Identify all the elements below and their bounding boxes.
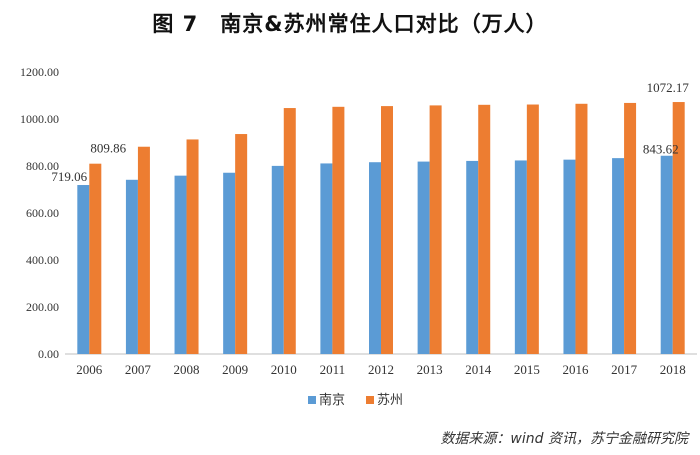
legend-label: 苏州 bbox=[377, 392, 403, 408]
bar-suzhou-2010 bbox=[283, 108, 296, 354]
x-tick-label: 2006 bbox=[76, 362, 103, 377]
data-label: 809.86 bbox=[90, 141, 126, 156]
data-label: 1072.17 bbox=[647, 80, 690, 95]
bar-nanjing-2018 bbox=[660, 155, 673, 354]
legend-label: 南京 bbox=[319, 392, 345, 408]
bar-suzhou-2014 bbox=[478, 104, 491, 354]
x-tick-label: 2017 bbox=[611, 362, 638, 377]
y-tick-label: 800.00 bbox=[26, 159, 59, 173]
legend-swatch bbox=[308, 396, 316, 404]
bar-suzhou-2006 bbox=[89, 163, 102, 354]
bar-nanjing-2016 bbox=[563, 159, 576, 354]
bar-suzhou-2011 bbox=[332, 106, 345, 354]
x-tick-label: 2013 bbox=[417, 362, 443, 377]
bar-nanjing-2012 bbox=[369, 162, 381, 354]
x-tick-label: 2009 bbox=[222, 362, 248, 377]
legend-swatch bbox=[366, 396, 374, 404]
bar-suzhou-2012 bbox=[381, 106, 393, 354]
bar-nanjing-2010 bbox=[271, 165, 284, 354]
bar-suzhou-2015 bbox=[526, 104, 539, 354]
bar-suzhou-2017 bbox=[624, 102, 637, 355]
bar-nanjing-2015 bbox=[514, 160, 527, 354]
y-tick-label: 600.00 bbox=[26, 206, 59, 220]
x-tick-label: 2014 bbox=[465, 362, 492, 377]
bar-nanjing-2007 bbox=[125, 179, 138, 354]
bar-nanjing-2017 bbox=[612, 158, 625, 354]
bar-nanjing-2008 bbox=[174, 175, 187, 354]
data-label: 843.62 bbox=[643, 142, 679, 157]
x-tick-label: 2008 bbox=[174, 362, 200, 377]
x-tick-label: 2015 bbox=[514, 362, 540, 377]
bar-nanjing-2014 bbox=[466, 160, 479, 354]
x-tick-label: 2007 bbox=[125, 362, 152, 377]
x-tick-label: 2011 bbox=[320, 362, 346, 377]
y-tick-label: 1000.00 bbox=[20, 112, 59, 126]
y-tick-label: 0.00 bbox=[38, 347, 59, 361]
y-tick-label: 400.00 bbox=[26, 253, 59, 267]
data-label: 719.06 bbox=[51, 169, 87, 184]
bar-nanjing-2006 bbox=[77, 185, 90, 354]
bar-nanjing-2009 bbox=[223, 172, 236, 354]
x-tick-label: 2012 bbox=[368, 362, 394, 377]
bar-suzhou-2016 bbox=[575, 103, 588, 354]
x-tick-label: 2016 bbox=[562, 362, 589, 377]
bar-suzhou-2018 bbox=[672, 102, 685, 355]
x-tick-label: 2010 bbox=[271, 362, 297, 377]
bar-nanjing-2013 bbox=[417, 161, 430, 354]
bar-suzhou-2007 bbox=[137, 146, 150, 354]
chart-title: 图 7 南京&苏州常住人口对比（万人） bbox=[152, 12, 548, 36]
x-axis: 2006 2007 2008 2009 2010 2011 2012 2013 2014 2015… bbox=[65, 353, 697, 377]
bar-nanjing-2011 bbox=[320, 163, 333, 354]
legend: 南京 苏州 bbox=[308, 392, 403, 408]
bar-suzhou-2009 bbox=[235, 134, 248, 354]
y-tick-label: 200.00 bbox=[26, 300, 59, 314]
bars bbox=[77, 102, 685, 355]
x-tick-label: 2018 bbox=[660, 362, 686, 377]
bar-suzhou-2008 bbox=[186, 139, 199, 354]
source-note: 数据来源：wind 资讯，苏宁金融研究院 bbox=[440, 431, 688, 447]
bar-suzhou-2013 bbox=[429, 105, 442, 355]
y-axis: 0.00 200.00 400.00 600.00 800.00 1000.00 1200.… bbox=[20, 65, 59, 361]
y-tick-label: 1200.00 bbox=[20, 65, 59, 79]
